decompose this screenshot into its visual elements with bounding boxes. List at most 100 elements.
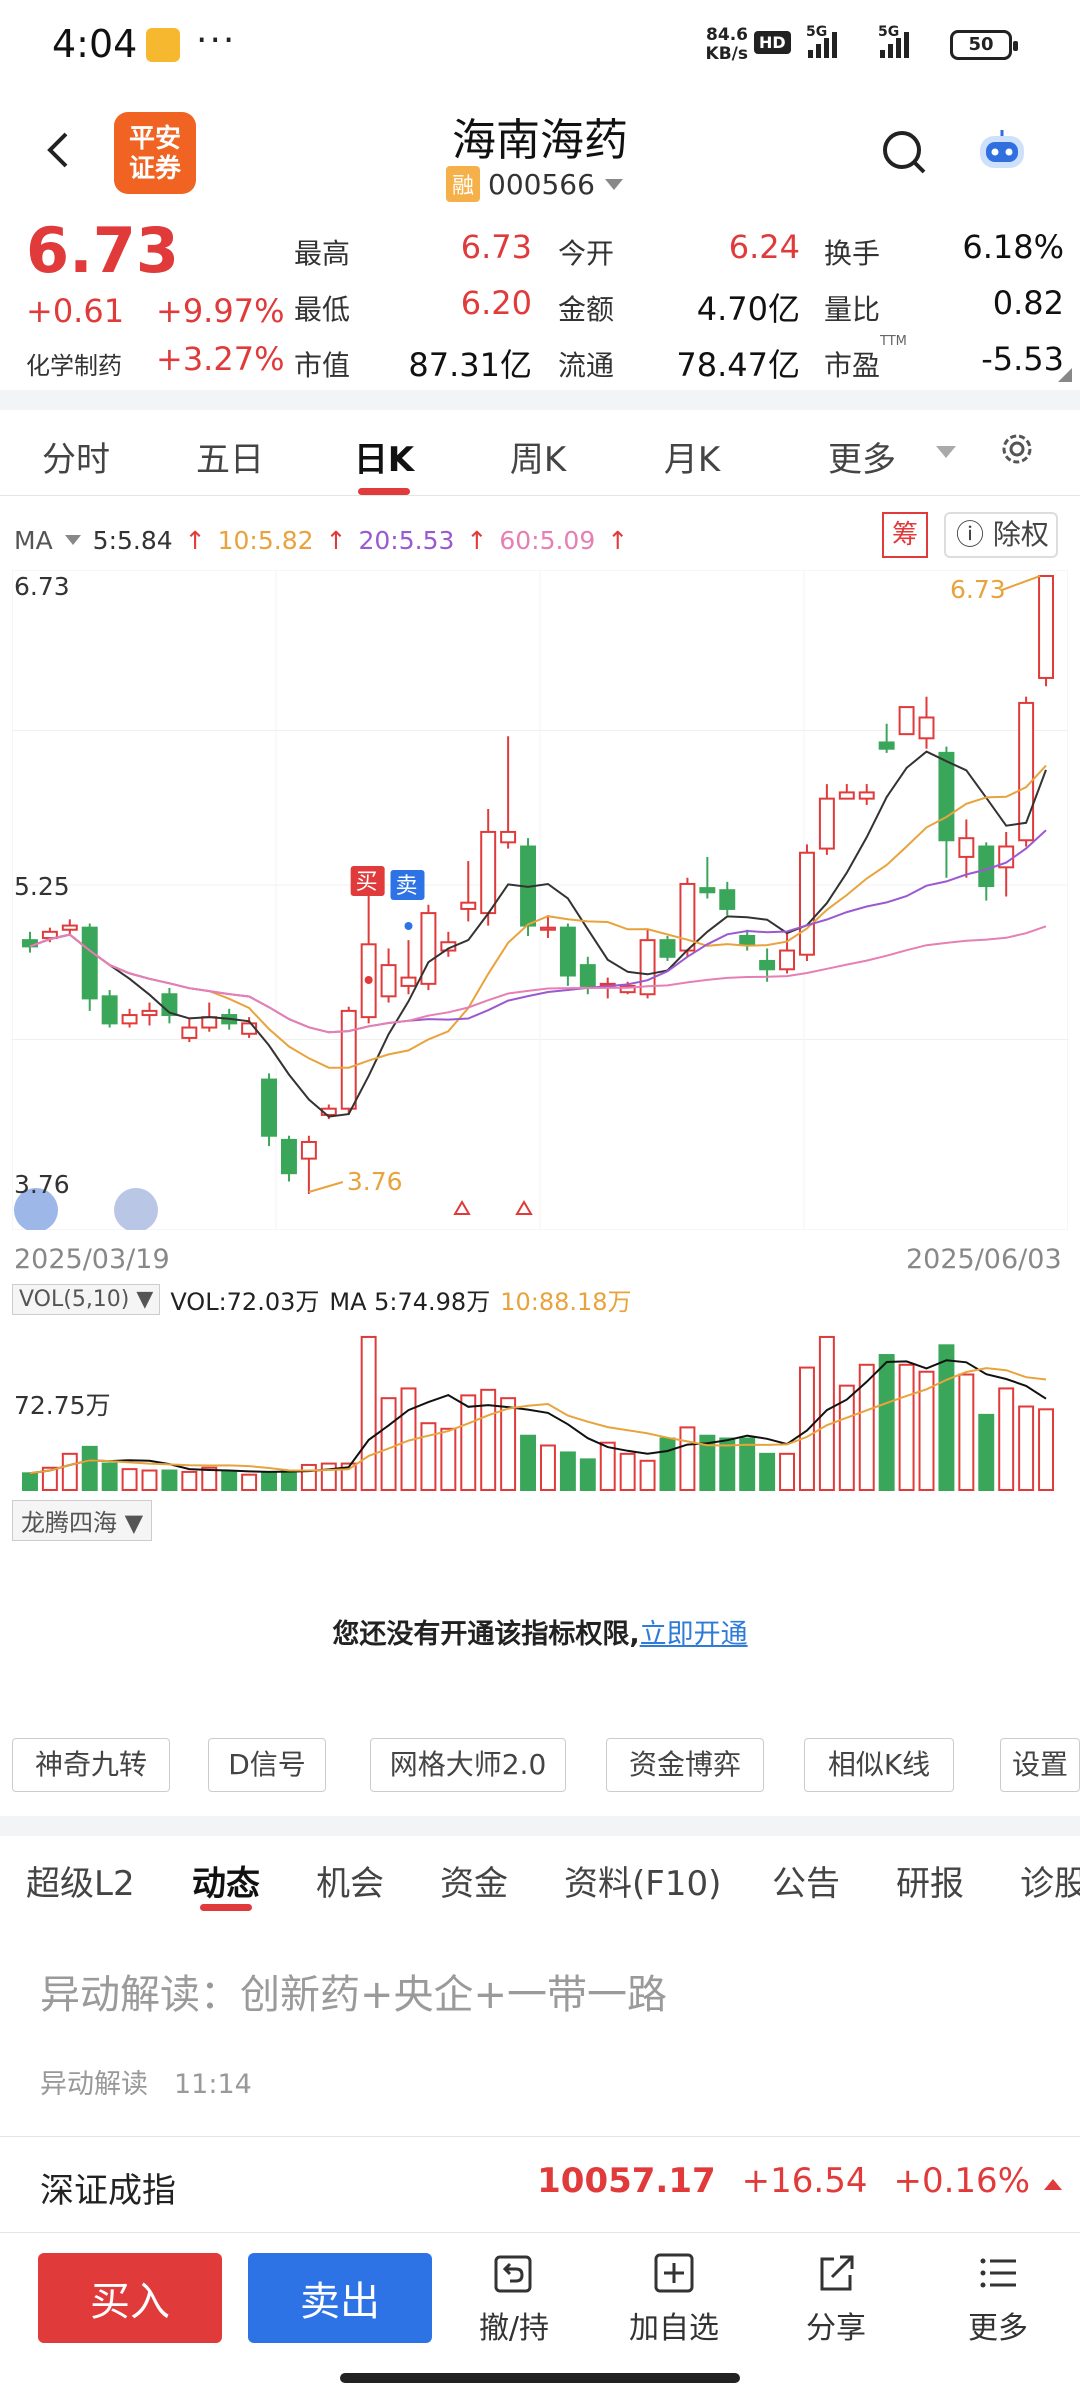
tool-button[interactable]: D信号 [208,1738,326,1792]
tab-level2[interactable]: 超级L2 [26,1864,135,1904]
tool-button[interactable]: 网格大师2.0 [370,1738,566,1792]
share-button[interactable]: 分享 [776,2251,896,2347]
buy-button[interactable]: 买入 [38,2253,222,2343]
volume-bar [500,1397,517,1491]
tab-daily-k[interactable]: 日K [353,440,415,480]
volume-bar [1038,1408,1055,1491]
candlestick-chart[interactable]: 6.73 3.76 买卖 [12,570,1068,1230]
broker-logo[interactable]: 平安 证券 [114,112,196,194]
volume-bar [739,1437,756,1491]
candle-body [261,1078,278,1137]
candle-body [500,830,517,844]
quote-label: 量比 [824,293,881,326]
index-change-pct: +0.16% [893,2161,1031,2201]
tab-diagnosis[interactable]: 诊股 [1020,1864,1080,1904]
tool-button[interactable]: 资金博弈 [606,1738,764,1792]
add-watchlist-button[interactable]: 加自选 [614,2251,734,2347]
volume-bar [699,1434,716,1491]
quote-label: 最高 [294,237,351,270]
index-value: 10057.17 [537,2161,716,2201]
quote-label: 金额 [558,293,615,326]
tab-research[interactable]: 研报 [896,1864,964,1904]
tab-more[interactable]: 更多 [828,440,896,480]
candle-body [818,797,835,850]
tab-opportunity[interactable]: 机会 [316,1864,384,1904]
candle-body [659,939,676,958]
tab-funds[interactable]: 资金 [440,1864,508,1904]
candle-body [838,791,855,800]
volume-axis-label: 72.75万 [14,1391,111,1420]
tab-f10[interactable]: 资料(F10) [564,1864,722,1904]
volume-bar [161,1469,178,1492]
tab-intraday[interactable]: 分时 [42,440,110,480]
tool-button[interactable]: 相似K线 [804,1738,954,1792]
volume-ma10: 10:88.18万 [500,1288,632,1316]
more-button[interactable]: 更多 [938,2251,1058,2347]
restore-icon [114,1188,158,1230]
expand-corner-icon[interactable] [1058,368,1072,382]
sell-button[interactable]: 卖出 [248,2253,432,2343]
quote-value: 6.18% [962,228,1064,266]
chevron-down-icon[interactable] [936,446,956,458]
chip-distribution-button[interactable]: 筹 [882,512,928,558]
tab-five-day[interactable]: 五日 [196,440,264,480]
tab-monthly-k[interactable]: 月K [663,440,721,480]
candle-body [400,976,417,987]
quote-panel: 6.73 +0.61 +9.97% 化学制药 +3.27% 最高 6.73 今开… [0,214,1080,386]
volume-bar [320,1462,337,1491]
volume-bar [300,1463,317,1492]
chevron-up-icon[interactable] [1044,2179,1062,2190]
gear-icon[interactable] [996,428,1038,470]
volume-bar [101,1462,118,1491]
home-indicator[interactable] [340,2373,740,2383]
candle-body [41,930,58,940]
share-icon [820,2255,854,2291]
volume-bar [280,1469,297,1492]
volume-bar [779,1452,796,1491]
candle-body [1018,701,1035,842]
more-notifications-icon: ··· [196,20,237,61]
market-index-row[interactable]: 深证成指 10057.17 +16.54 +0.16% [0,2136,1080,2232]
stock-code-selector[interactable]: 融 000566 [446,166,623,202]
divider [0,390,1080,410]
cancel-hold-button[interactable]: 撤/持 [454,2251,574,2347]
volume-bar [141,1469,158,1492]
tab-announcements[interactable]: 公告 [772,1864,840,1904]
tab-news[interactable]: 动态 [192,1864,260,1904]
sector-name[interactable]: 化学制药 [26,352,122,380]
indicator-selector[interactable]: 龙腾四海 ▼ [12,1500,153,1541]
ma20-value: 20:5.53 ↑ [358,525,488,555]
volume-bar [360,1335,377,1491]
tool-settings-button[interactable]: 设置 [1000,1738,1080,1792]
candle-body [340,1009,357,1110]
chevron-down-icon[interactable] [64,535,81,545]
stock-code: 000566 [488,167,595,201]
volume-bar [719,1437,736,1491]
volume-value: VOL:72.03万 [170,1288,320,1316]
tab-weekly-k[interactable]: 周K [509,440,567,480]
hd-icon: HD [754,31,791,54]
volume-bar [181,1470,198,1491]
ma-selector[interactable]: MA [14,525,53,555]
volume-bar [878,1354,895,1492]
activate-link[interactable]: 立即开通 [639,1619,748,1650]
volume-indicator-selector[interactable]: VOL(5,10) ▼ [12,1284,161,1315]
undo-icon [494,2255,532,2293]
quote-value: -5.53 [981,340,1064,378]
tool-button[interactable]: 神奇九转 [12,1738,170,1792]
collapse-panel-icon [14,1188,58,1230]
back-icon[interactable] [40,130,80,170]
robot-assistant-icon[interactable] [976,126,1028,176]
volume-bar [679,1426,696,1491]
signal-icon: 5G [806,24,837,58]
ex-rights-button[interactable]: ⓘ 除权 [944,512,1058,558]
volume-bar [41,1466,58,1492]
divider [0,1816,1080,1836]
search-icon[interactable] [880,128,928,176]
volume-bar [639,1459,656,1491]
news-headline[interactable]: 异动解读：创新药+央企+一带一路 [40,1972,668,2018]
ma5-value: 5:5.84 ↑ [92,525,206,555]
volume-bar [978,1413,995,1491]
quote-label: 今开 [558,237,615,270]
volume-chart[interactable] [12,1320,1068,1500]
